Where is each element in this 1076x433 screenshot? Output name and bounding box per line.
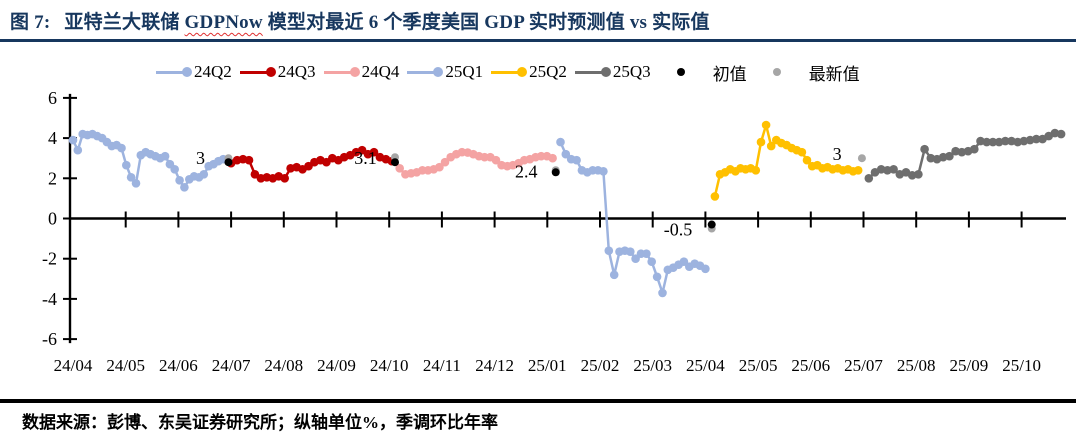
legend-item-最新值: 最新值 (755, 60, 860, 85)
figure-title-text-1: 亚特兰大联储 (64, 12, 185, 33)
y-tick-label: 4 (48, 128, 57, 148)
initial-value-dot (224, 158, 233, 167)
y-tick-label: -4 (42, 289, 57, 309)
legend-marker-dot (517, 67, 528, 77)
actual-marker-24Q4: 2.4 (515, 161, 560, 181)
x-axis: 24/04 24/05 24/06 24/07 24/08 24/09 24/10 24/11… (54, 211, 1066, 375)
figure-title-gdpnow: GDPNow (184, 12, 263, 33)
x-tick-label: 25/04 (686, 356, 725, 375)
legend-item-24Q2: 24Q2 (156, 62, 232, 82)
legend-item-初值: 初值 (659, 60, 747, 85)
actual-marker-25Q1: -0.5 (664, 220, 716, 240)
legend-label: 25Q3 (612, 62, 651, 81)
x-tick-label: 24/08 (264, 356, 303, 375)
y-tick-label: 0 (48, 209, 57, 229)
x-tick-label: 25/03 (633, 356, 672, 375)
x-tick-label: 25/06 (791, 356, 830, 375)
legend-item-25Q2: 25Q2 (491, 62, 567, 82)
legend-marker-dot (600, 67, 611, 77)
actual-marker-24Q2: 3 (196, 148, 233, 168)
legend-label: 25Q1 (445, 62, 484, 81)
legend-label: 最新值 (808, 64, 860, 84)
figure-title-text-2: 模型对最近 6 个季度美国 GDP 实时预测值 vs 实际值 (262, 12, 710, 33)
x-tick-label: 25/01 (528, 356, 567, 375)
legend-item-25Q3: 25Q3 (574, 62, 651, 82)
actual-marker-25Q2: 3 (833, 144, 866, 164)
legend-label: 24Q3 (277, 62, 316, 81)
legend-label: 24Q4 (361, 62, 400, 81)
legend-item-24Q3: 24Q3 (239, 62, 316, 82)
title-divider (0, 39, 1076, 42)
initial-value-dot (390, 158, 399, 167)
value-annotation: 3 (833, 144, 842, 164)
legend-marker-dot (182, 67, 192, 77)
x-tick-label: 24/10 (370, 356, 409, 375)
legend-label: 24Q2 (194, 62, 232, 81)
latest-value-dot (857, 154, 866, 163)
legend-line-swatch (323, 70, 357, 74)
value-annotation: -0.5 (664, 220, 693, 240)
legend-item-24Q4: 24Q4 (323, 62, 400, 82)
y-tick-label: -6 (42, 329, 57, 349)
series-25Q2 (710, 120, 863, 201)
series-25Q3 (864, 128, 1066, 183)
x-tick-label: 25/09 (950, 356, 989, 375)
y-tick-label: 2 (48, 168, 57, 188)
x-tick-label: 24/12 (475, 356, 514, 375)
y-tick-label: 6 (48, 88, 57, 108)
series-25Q1 (556, 137, 710, 298)
legend-marker-dot (349, 67, 360, 77)
value-annotation: 3 (196, 148, 205, 168)
chart-legend: 24Q2 24Q3 24Q4 25Q1 25Q2 25Q3 初值 最新值 (156, 60, 868, 85)
x-tick-label: 24/04 (54, 356, 93, 375)
series-24Q3 (226, 145, 397, 183)
x-tick-label: 25/08 (897, 356, 936, 375)
x-tick-label: 25/05 (739, 356, 778, 375)
legend-line-swatch (491, 70, 525, 74)
legend-marker-dot (676, 68, 685, 76)
x-tick-label: 25/07 (844, 356, 883, 375)
legend-label: 25Q2 (529, 62, 567, 81)
x-tick-label: 24/06 (159, 356, 198, 375)
series-24Q4 (395, 147, 557, 179)
x-tick-label: 24/11 (423, 356, 461, 375)
actual-marker-24Q3: 3.1 (354, 148, 399, 168)
legend-marker-dot (433, 67, 444, 77)
legend-line-swatch (574, 70, 608, 74)
figure-number: 图 7: (10, 12, 51, 33)
initial-value-dot (707, 220, 716, 229)
x-tick-label: 24/07 (212, 356, 251, 375)
legend-item-25Q1: 25Q1 (407, 62, 483, 82)
x-tick-label: 24/09 (317, 356, 356, 375)
value-annotation: 3.1 (354, 148, 377, 168)
figure-title: 图 7: 亚特兰大联储 GDPNow 模型对最近 6 个季度美国 GDP 实时预测… (10, 7, 710, 34)
legend-label: 初值 (712, 64, 747, 84)
x-tick-label: 25/10 (1002, 356, 1041, 375)
data-source-note: 数据来源：彭博、东吴证券研究所；纵轴单位%，季调环比年率 (22, 413, 498, 432)
footer-divider (0, 399, 1076, 403)
legend-line-swatch (156, 70, 189, 74)
x-tick-label: 25/02 (581, 356, 620, 375)
y-tick-label: -2 (42, 249, 57, 269)
series-24Q2 (68, 129, 228, 192)
legend-marker-dot (265, 67, 276, 77)
initial-value-dot (551, 168, 560, 177)
value-annotation: 2.4 (515, 161, 538, 181)
legend-line-swatch (407, 70, 441, 74)
legend-line-swatch (239, 70, 273, 74)
legend-marker-dot (772, 68, 781, 76)
x-tick-label: 24/05 (106, 356, 145, 375)
